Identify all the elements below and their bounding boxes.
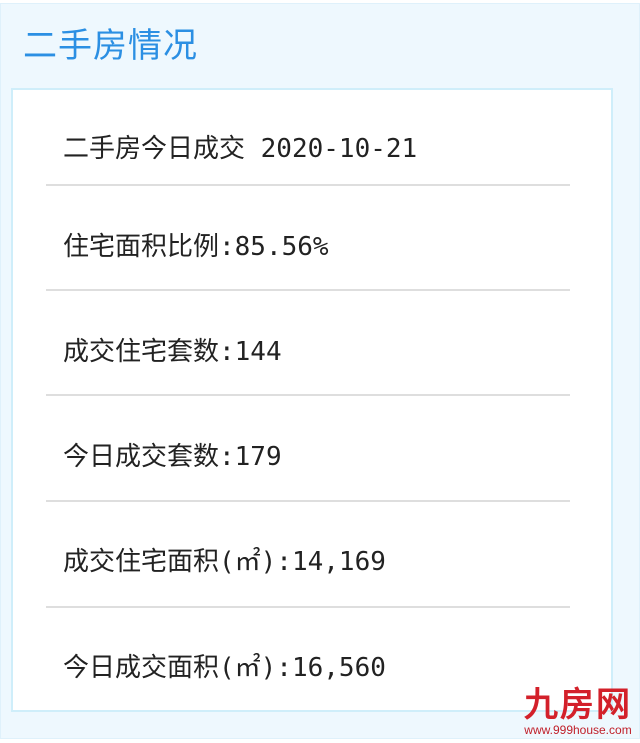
stats-box: 二手房今日成交 2020-10-21 住宅面积比例:85.56% 成交住宅套数:… xyxy=(11,88,613,712)
divider xyxy=(46,184,570,186)
stat-row-total-area: 今日成交面积(㎡):16,560 xyxy=(63,653,386,683)
watermark-url: www.999house.com xyxy=(524,723,632,737)
stat-row-residential-area: 成交住宅面积(㎡):14,169 xyxy=(63,547,386,577)
divider xyxy=(46,289,570,291)
watermark-logo: 九房网 www.999house.com xyxy=(524,687,632,737)
stat-row-residential-area-ratio: 住宅面积比例:85.56% xyxy=(63,232,329,262)
stat-row-total-units: 今日成交套数:179 xyxy=(63,442,282,472)
divider xyxy=(46,394,570,396)
panel-title: 二手房情况 xyxy=(23,26,198,66)
divider xyxy=(46,500,570,502)
stat-row-date: 二手房今日成交 2020-10-21 xyxy=(63,134,418,164)
secondhand-housing-panel: 二手房情况 二手房今日成交 2020-10-21 住宅面积比例:85.56% 成… xyxy=(0,3,640,739)
watermark-name: 九房网 xyxy=(524,685,632,725)
divider xyxy=(46,606,570,608)
stat-row-residential-units: 成交住宅套数:144 xyxy=(63,337,282,367)
